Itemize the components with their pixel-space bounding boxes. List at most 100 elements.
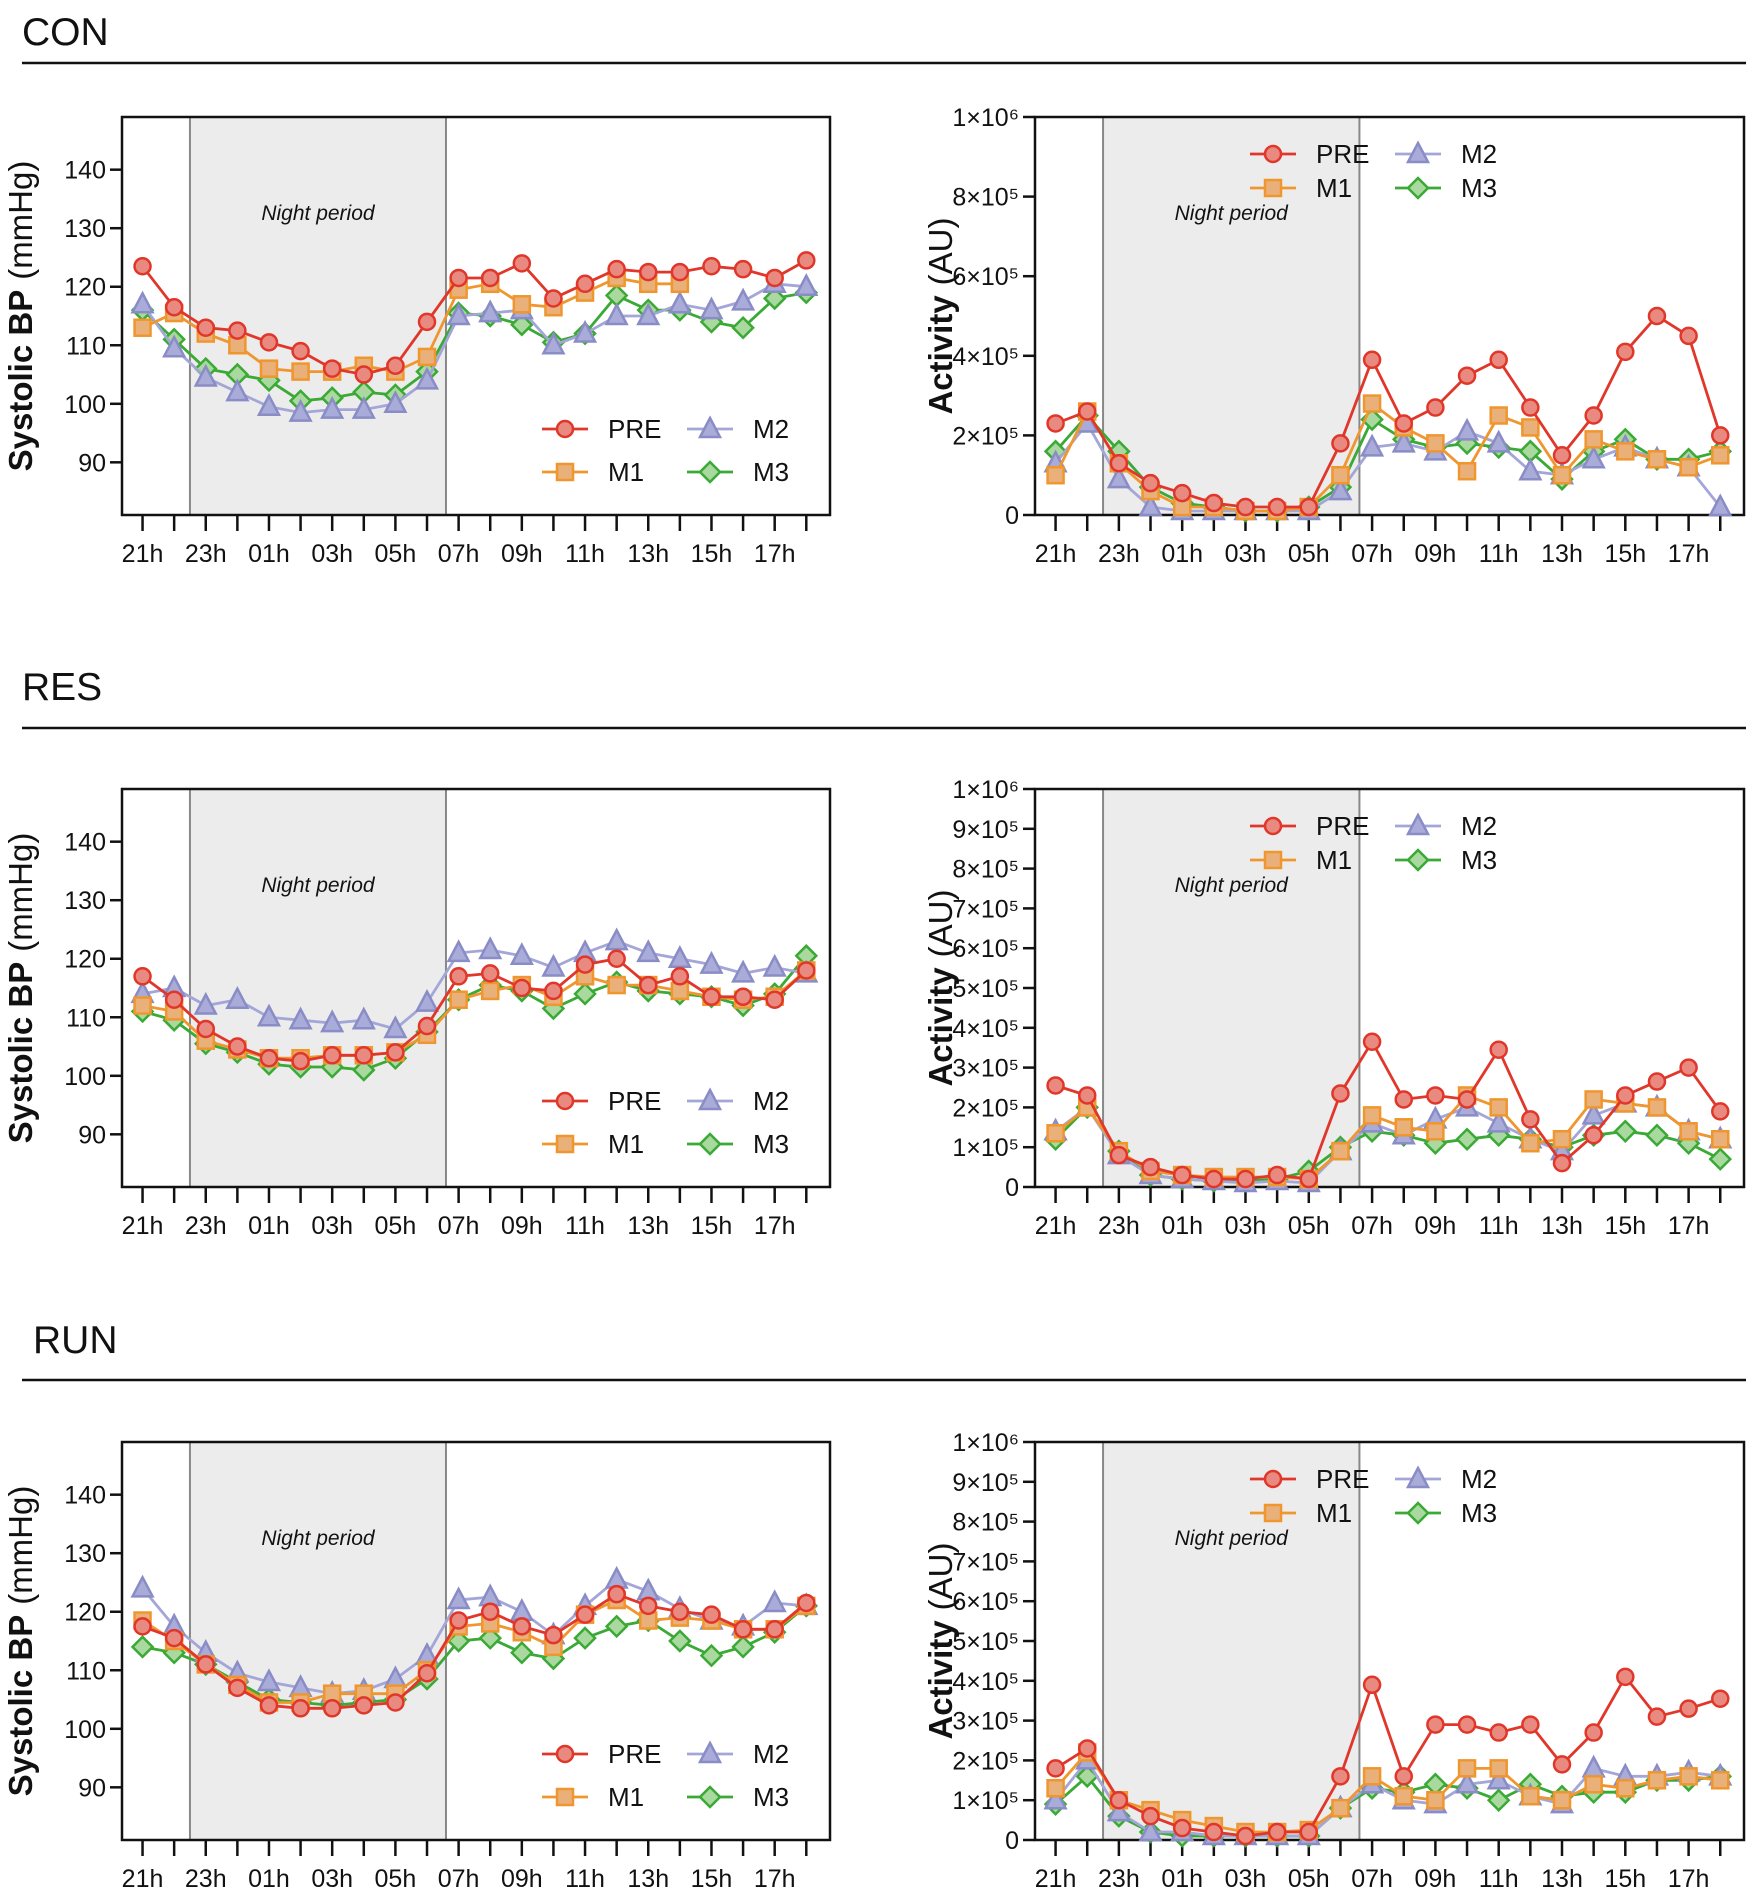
marker-PRE [1141, 1157, 1160, 1177]
x-tick-label: 15h [691, 1212, 733, 1240]
x-tick-label: 15h [691, 540, 733, 568]
marker-M1 [1426, 1790, 1445, 1810]
marker-PRE [1362, 1032, 1382, 1051]
legend-label-PRE: PRE [1316, 139, 1369, 169]
marker-M1 [1647, 1771, 1667, 1790]
chart-panel-con-bp: Night period 90 100 110 120 130 140 21h 23h 01h 03… [2, 115, 832, 568]
marker-M1 [512, 295, 532, 314]
marker-PRE [1394, 1090, 1413, 1109]
marker-M3 [731, 315, 755, 340]
marker-PRE [196, 1019, 216, 1039]
legend-label-PRE: PRE [1316, 811, 1369, 841]
y-axis-label: Activity (AU) [922, 889, 959, 1086]
marker-PRE [1679, 1058, 1698, 1077]
marker-PRE [1679, 1699, 1698, 1718]
x-tick-label: 21h [1035, 1212, 1077, 1240]
marker-PRE [259, 1048, 279, 1068]
marker-PRE [291, 1051, 310, 1071]
marker-M3 [1486, 1788, 1511, 1812]
marker-PRE [1552, 1153, 1572, 1173]
marker-M2 [1405, 140, 1431, 164]
marker-M1 [1711, 1771, 1730, 1790]
marker-PRE [133, 1617, 152, 1636]
marker-M1 [133, 318, 152, 337]
marker-PRE [733, 1620, 753, 1639]
y-tick-label: 110 [66, 332, 106, 360]
y-tick-label: 1×10⁶ [952, 104, 1019, 132]
marker-M2 [509, 942, 534, 966]
marker-PRE [1711, 1102, 1730, 1121]
marker-M2 [1360, 433, 1385, 457]
marker-M2 [762, 953, 787, 977]
marker-PRE [291, 341, 310, 361]
y-tick-label: 140 [64, 157, 106, 185]
marker-M2 [1518, 457, 1543, 481]
x-tick-label: 23h [185, 1865, 227, 1893]
marker-PRE [1647, 1072, 1667, 1091]
legend: PRE M1 M2 M3 [542, 1739, 789, 1812]
marker-PRE [1647, 306, 1667, 326]
x-tick-label: 03h [311, 1212, 353, 1240]
x-tick-label: 09h [501, 1212, 543, 1240]
marker-M3 [762, 286, 787, 311]
marker-PRE [1426, 1086, 1445, 1105]
y-tick-label: 110 [66, 1657, 106, 1685]
night-period-band [1102, 116, 1361, 516]
x-tick-label: 01h [1161, 540, 1203, 568]
y-tick-label: 2×10⁵ [952, 422, 1019, 450]
marker-M1 [1521, 1133, 1540, 1153]
marker-PRE [417, 1016, 437, 1036]
marker-M3 [699, 1643, 724, 1668]
x-tick-label: 21h [122, 540, 164, 568]
y-axis-label-unit: (AU) [922, 217, 959, 285]
marker-PRE [1331, 434, 1350, 453]
marker-PRE [1457, 1715, 1477, 1734]
marker-M2 [636, 302, 661, 326]
x-tick-label: 15h [691, 1865, 733, 1893]
marker-M1 [133, 996, 152, 1015]
marker-PRE [733, 259, 753, 279]
marker-PRE [797, 1593, 816, 1613]
x-tick-label: 11h [565, 1212, 605, 1240]
y-tick-label: 100 [64, 391, 106, 419]
y-tick-label: 1×10⁶ [952, 776, 1019, 804]
marker-M1 [1679, 457, 1698, 477]
marker-PRE [1236, 497, 1255, 517]
x-tick-label: 05h [1288, 1865, 1330, 1893]
marker-PRE [1267, 1822, 1287, 1842]
series-line-M2 [141, 282, 807, 415]
marker-M2 [351, 1006, 376, 1030]
x-tick-label: 11h [565, 540, 605, 568]
marker-M1 [1521, 1786, 1540, 1806]
x-tick-label: 21h [122, 1212, 164, 1240]
y-tick-label: 5×10⁵ [952, 1628, 1019, 1656]
legend-label-M2: M2 [1461, 1464, 1497, 1494]
marker-PRE [575, 1605, 595, 1624]
x-tick-label: 23h [1098, 540, 1140, 568]
y-tick-label: 2×10⁵ [952, 1747, 1019, 1775]
marker-M2 [414, 988, 440, 1012]
marker-PRE [512, 978, 532, 998]
x-tick-label: 23h [1098, 1865, 1140, 1893]
x-tick-label: 09h [1415, 1865, 1457, 1893]
y-axis-label-main: Activity [922, 1620, 959, 1740]
marker-M2 [1106, 1798, 1131, 1822]
marker-M2 [794, 273, 819, 296]
y-axis-label-main: Systolic BP [2, 962, 39, 1144]
marker-PRE [1552, 446, 1572, 465]
marker-PRE [670, 967, 690, 986]
marker-M2 [1486, 1109, 1511, 1133]
night-period-band [188, 788, 447, 1188]
series-line-M2 [141, 1577, 807, 1696]
y-tick-label: 8×10⁵ [952, 184, 1019, 212]
marker-M2 [130, 290, 155, 314]
series-line-PRE [1055, 314, 1722, 509]
marker-PRE [544, 289, 563, 308]
marker-PRE [1394, 1767, 1413, 1786]
marker-PRE [386, 356, 405, 375]
y-tick-label: 7×10⁵ [952, 1548, 1019, 1576]
marker-PRE [1077, 1086, 1097, 1105]
marker-M2 [1405, 812, 1431, 836]
night-period-label: Night period [1175, 1527, 1290, 1550]
marker-PRE [1457, 366, 1477, 385]
